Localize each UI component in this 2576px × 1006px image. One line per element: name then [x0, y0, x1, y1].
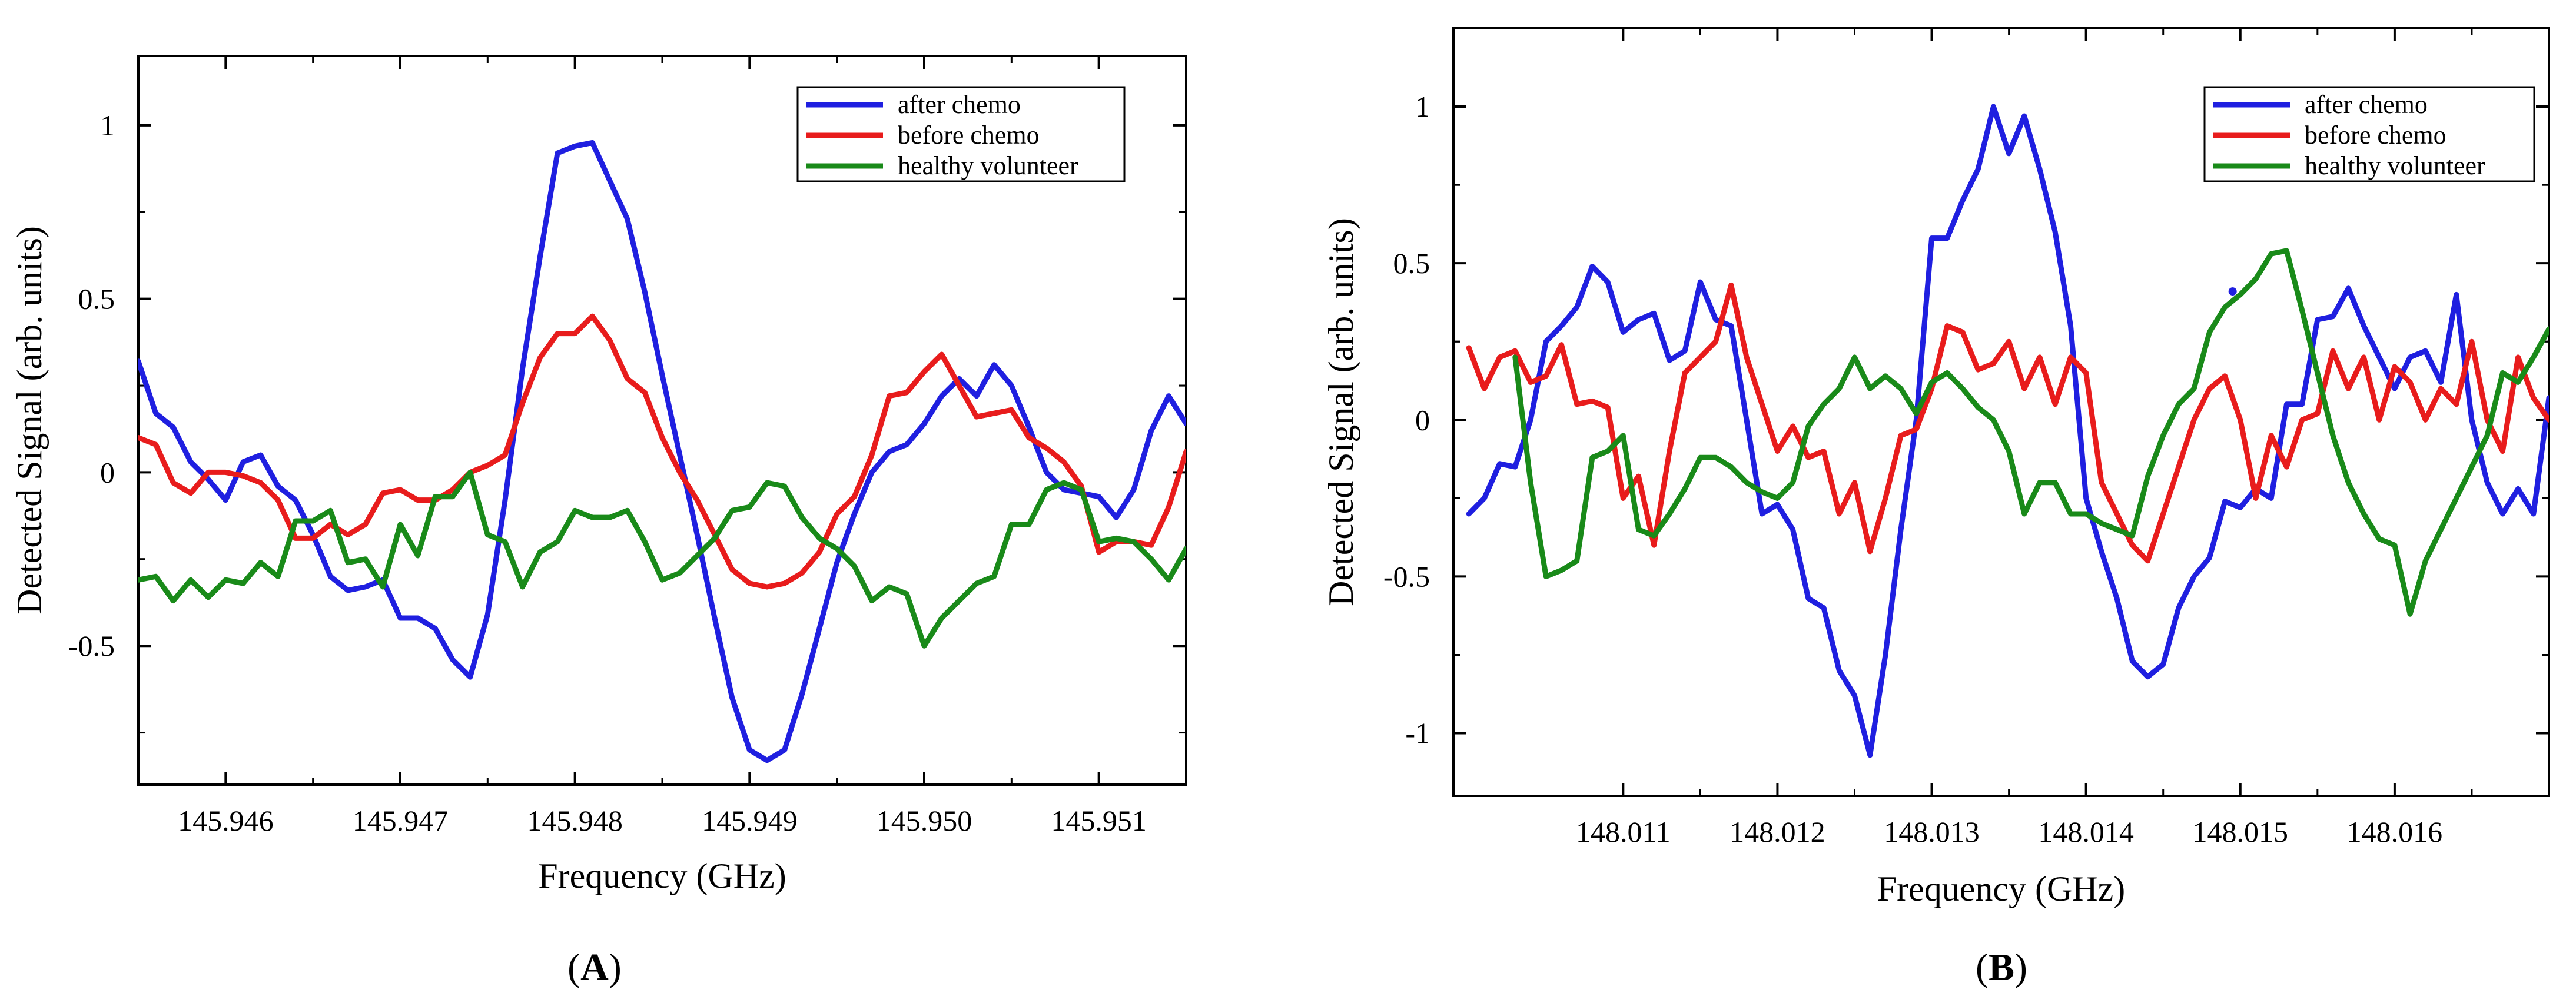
x-tick-label: 148.016 [2347, 815, 2443, 848]
x-tick-label: 148.013 [1884, 815, 1980, 848]
panel-label-b: (B) [1976, 946, 2027, 989]
panel-label-letter: A [580, 946, 609, 989]
y-axis-label: Detected Signal (arb. units) [10, 226, 49, 615]
legend-label: after chemo [2305, 90, 2428, 119]
legend-label: healthy volunteer [2305, 151, 2485, 180]
axis-ticks: 145.946 145.947 145.948 145.949 145.950 145.9… [68, 56, 1186, 837]
series-line-before [1466, 282, 2549, 564]
chart-panel-a: 145.946 145.947 145.948 145.949 145.950 145.9… [10, 55, 1187, 989]
series-lines [1466, 104, 2549, 758]
legend-label: before chemo [898, 121, 1040, 150]
axis-ticks: 148.011 148.012 148.013 148.014 148.015 148.0… [1383, 28, 2549, 848]
y-axis-label: Detected Signal (arb. units) [1322, 218, 1360, 606]
legend-label: before chemo [2305, 121, 2446, 150]
legend-label: healthy volunteer [898, 151, 1078, 180]
x-tick-label: 145.946 [178, 804, 274, 837]
series-line-healthy [138, 469, 1186, 649]
y-tick-label: 1 [100, 109, 115, 142]
x-tick-label: 148.014 [2038, 815, 2134, 848]
y-tick-label: 0.5 [78, 283, 115, 316]
x-tick-label: 145.951 [1051, 804, 1147, 837]
x-axis-label: Frequency (GHz) [1877, 869, 2126, 908]
y-tick-label: -0.5 [68, 629, 115, 662]
legend-label: after chemo [898, 90, 1021, 119]
y-tick-label: 1 [1415, 90, 1430, 123]
x-axis-label: Frequency (GHz) [538, 856, 786, 895]
x-tick-label: 148.011 [1576, 815, 1671, 848]
x-tick-label: 145.948 [527, 804, 623, 837]
y-tick-label: -0.5 [1383, 560, 1430, 593]
series-line-before [138, 313, 1186, 590]
x-tick-label: 145.949 [702, 804, 798, 837]
y-tick-label: 0 [1415, 403, 1430, 436]
panel-label-letter: B [1989, 946, 2014, 989]
series-line-healthy [1512, 248, 2549, 617]
y-tick-label: 0 [100, 456, 115, 489]
series-line-after [138, 140, 1186, 763]
series-line-after [1466, 104, 2549, 758]
x-tick-label: 145.947 [353, 804, 449, 837]
panel-label-a: (A) [567, 946, 622, 989]
stray-data-point [2228, 287, 2237, 296]
y-tick-label: -1 [1405, 717, 1430, 750]
x-tick-label: 148.015 [2193, 815, 2289, 848]
x-tick-label: 148.012 [1729, 815, 1825, 848]
y-tick-label: 0.5 [1393, 247, 1430, 280]
chart-panel-b: 148.011 148.012 148.013 148.014 148.015 148.0… [1322, 27, 2550, 989]
x-tick-label: 145.950 [877, 804, 972, 837]
series-lines [138, 140, 1186, 763]
